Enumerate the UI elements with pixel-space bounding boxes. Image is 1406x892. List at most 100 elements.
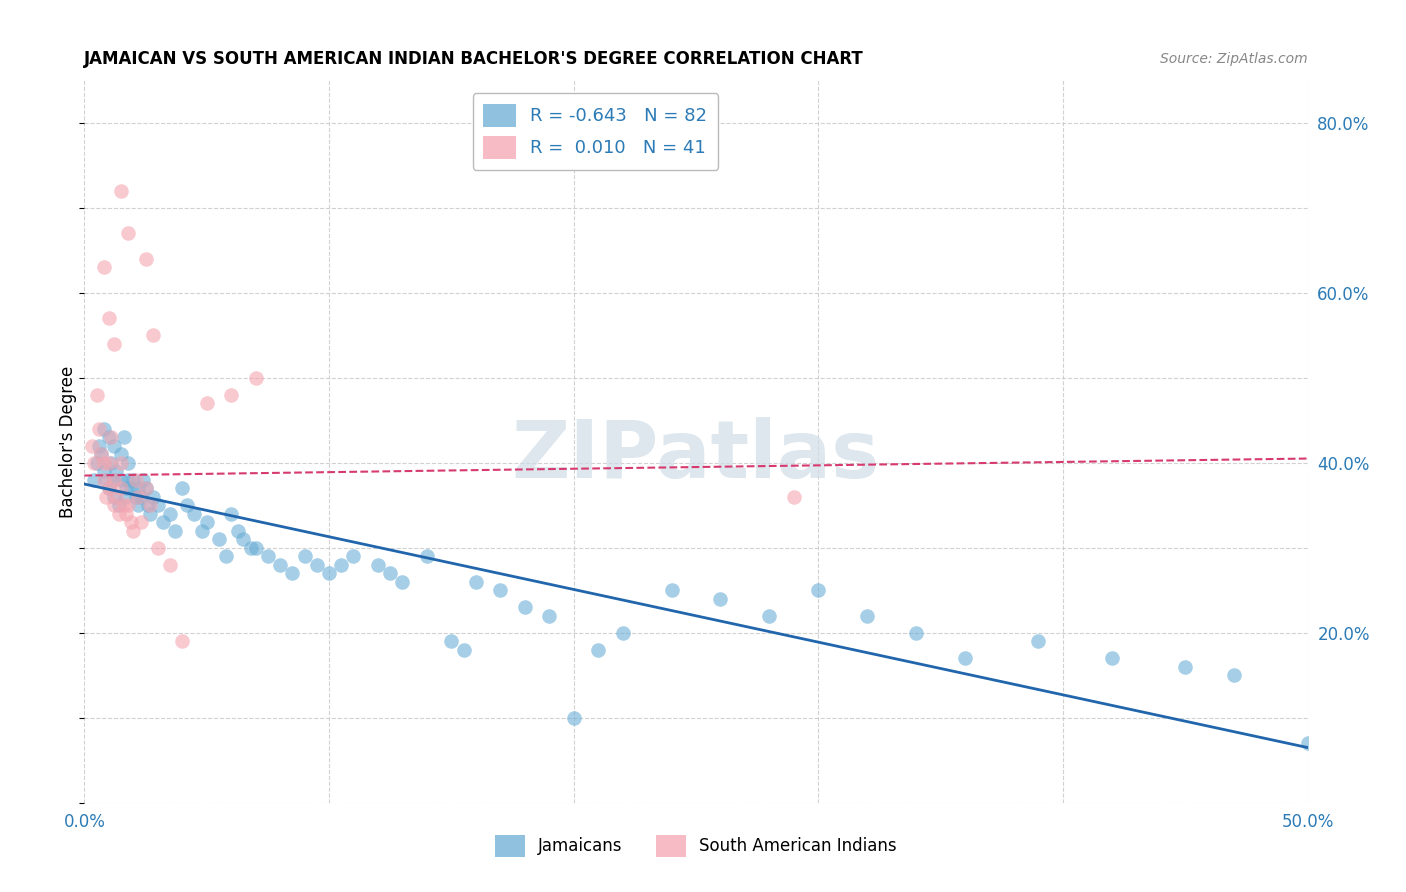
Point (127, 490, 149, 504)
Point (139, 498, 162, 512)
Point (115, 481, 138, 495)
Point (513, 600, 536, 615)
Point (93, 422, 115, 436)
Point (105, 464, 128, 478)
Point (83, 456, 105, 470)
Point (135, 481, 157, 495)
Point (305, 558, 328, 572)
Point (96, 490, 118, 504)
Point (136, 498, 159, 512)
Point (380, 566, 402, 581)
Point (135, 481, 157, 495)
Point (709, 591, 731, 606)
Point (489, 583, 512, 598)
Point (269, 558, 291, 572)
Point (163, 524, 186, 538)
Point (127, 481, 149, 495)
Point (90, 447, 112, 461)
Point (245, 371, 267, 385)
Point (176, 498, 198, 512)
Point (228, 524, 250, 538)
Point (159, 507, 181, 521)
Point (103, 490, 125, 504)
Point (758, 608, 780, 623)
Point (107, 507, 129, 521)
Point (294, 549, 316, 564)
Point (172, 634, 194, 648)
Point (129, 516, 152, 530)
Point (142, 490, 165, 504)
Point (110, 473, 132, 487)
Point (105, 490, 128, 504)
Point (183, 507, 205, 521)
Point (97, 456, 120, 470)
Point (93, 464, 115, 478)
Point (103, 473, 125, 487)
Point (80, 439, 103, 453)
Point (219, 388, 242, 402)
Point (1296, 736, 1319, 750)
Point (97, 430, 120, 444)
Point (103, 498, 125, 512)
Point (1223, 668, 1246, 682)
Point (100, 430, 122, 444)
Point (103, 336, 125, 351)
Point (115, 490, 138, 504)
Point (191, 524, 214, 538)
Point (612, 625, 634, 640)
Point (110, 456, 132, 470)
Point (783, 490, 806, 504)
Y-axis label: Bachelor's Degree: Bachelor's Degree (59, 366, 77, 517)
Point (100, 456, 122, 470)
Point (132, 473, 155, 487)
Point (96, 473, 118, 487)
Point (159, 558, 181, 572)
Point (1101, 651, 1123, 665)
Point (538, 608, 561, 623)
Point (135, 252, 157, 266)
Point (562, 711, 585, 725)
Point (87, 439, 110, 453)
Point (440, 634, 463, 648)
Point (110, 447, 132, 461)
Point (391, 574, 413, 589)
Point (367, 558, 389, 572)
Point (208, 533, 231, 547)
Point (120, 516, 142, 530)
Point (953, 651, 976, 665)
Point (87, 422, 110, 436)
Point (97, 481, 120, 495)
Point (195, 396, 218, 410)
Point (83, 473, 105, 487)
Point (318, 566, 340, 581)
Point (856, 608, 879, 623)
Point (139, 507, 162, 521)
Point (112, 498, 135, 512)
Point (330, 558, 353, 572)
Point (90, 447, 112, 461)
Point (97, 311, 120, 326)
Point (127, 498, 149, 512)
Point (142, 328, 165, 343)
Point (110, 184, 132, 198)
Point (122, 524, 145, 538)
Point (93, 473, 115, 487)
Point (125, 473, 148, 487)
Point (245, 541, 267, 555)
Text: Source: ZipAtlas.com: Source: ZipAtlas.com (1160, 52, 1308, 66)
Point (219, 507, 242, 521)
Point (115, 507, 138, 521)
Point (129, 490, 152, 504)
Point (807, 583, 830, 598)
Point (117, 227, 139, 241)
Point (586, 642, 609, 657)
Point (103, 473, 125, 487)
Point (110, 481, 132, 495)
Point (117, 498, 139, 512)
Point (453, 642, 475, 657)
Point (122, 473, 145, 487)
Point (117, 456, 139, 470)
Point (905, 625, 928, 640)
Point (146, 498, 169, 512)
Point (172, 481, 194, 495)
